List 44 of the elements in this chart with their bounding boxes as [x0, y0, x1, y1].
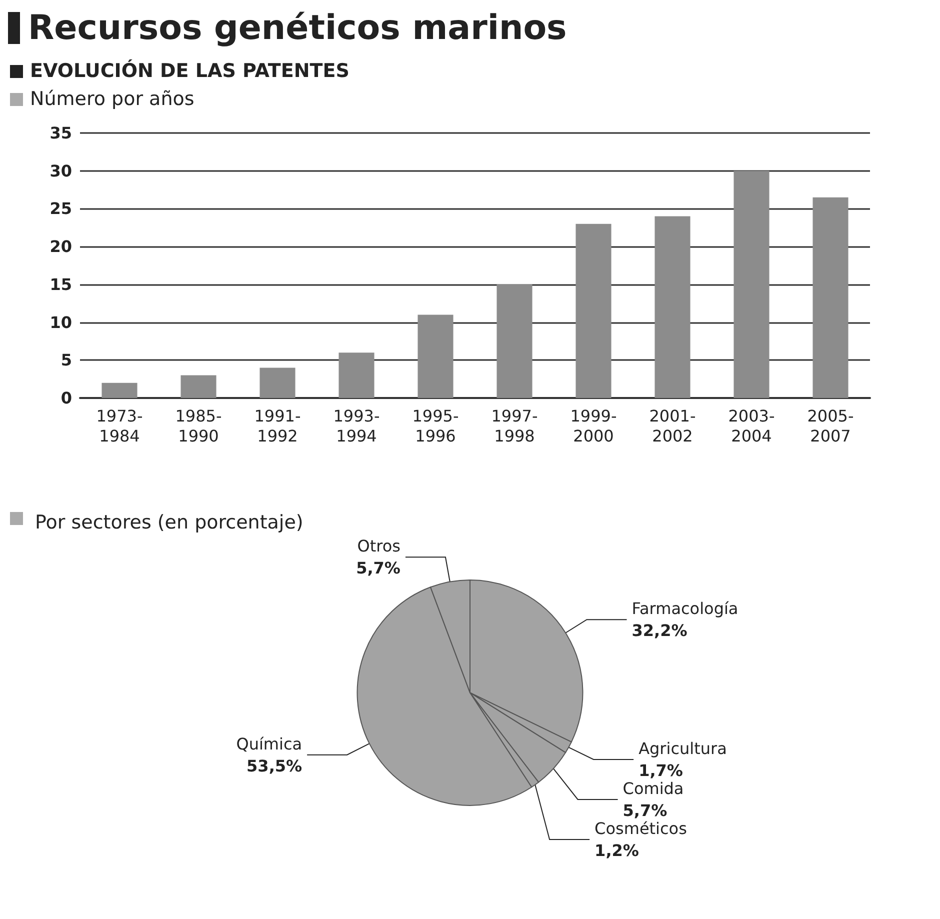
- y-tick-label: 5: [60, 350, 72, 370]
- slice-label: Agricultura: [638, 738, 727, 758]
- bar: [496, 284, 532, 398]
- data-label: 1,7%: [638, 760, 683, 780]
- x-tick-label: 2005-2007: [807, 406, 854, 446]
- slice-label: Química: [236, 734, 302, 754]
- y-tick-label: 0: [60, 388, 72, 408]
- data-label: 53,5%: [246, 756, 302, 776]
- bar: [812, 197, 848, 398]
- x-tick-label: 2001-2002: [649, 406, 696, 446]
- y-tick-label: 15: [50, 274, 72, 294]
- data-label: 5,7%: [356, 558, 400, 578]
- bar: [180, 375, 216, 398]
- y-axis-title: Número por años: [30, 88, 194, 110]
- bar: [576, 224, 612, 398]
- y-tick-label: 10: [50, 312, 72, 332]
- slice-label: Farmacología: [632, 599, 738, 618]
- chart-title: Por sectores (en porcentaje): [35, 512, 304, 534]
- data-label: 32,2%: [632, 621, 688, 640]
- slice-label: Cosméticos: [594, 818, 687, 838]
- x-tick-label: 1995-1996: [412, 406, 459, 446]
- x-tick-label: 1973-1984: [96, 406, 143, 446]
- slice-label: Comida: [622, 778, 684, 798]
- chart-subtitle: EVOLUCIÓN DE LAS PATENTES: [30, 60, 350, 82]
- bar: [338, 352, 374, 398]
- bar: [418, 314, 454, 398]
- y-tick-label: 20: [50, 237, 72, 256]
- chart-title: Recursos genéticos marinos: [28, 8, 567, 48]
- x-tick-label: 1991-1992: [254, 406, 301, 446]
- x-tick-label: 1997-1998: [491, 406, 538, 446]
- data-label: 1,2%: [594, 840, 639, 860]
- x-tick-label: 1999-2000: [570, 406, 617, 446]
- bar: [654, 216, 690, 398]
- data-label: 5,7%: [622, 800, 668, 820]
- x-tick-label: 1993-1994: [333, 406, 380, 446]
- y-tick-label: 25: [50, 199, 72, 218]
- y-tick-label: 35: [50, 124, 72, 142]
- bar: [102, 382, 138, 398]
- slice-label: Otros: [357, 536, 400, 556]
- bar: [734, 170, 770, 398]
- x-tick-label: 2003-2004: [728, 406, 775, 446]
- y-tick-label: 30: [50, 161, 72, 180]
- bar: [260, 368, 296, 398]
- x-tick-label: 1985-1990: [175, 406, 222, 446]
